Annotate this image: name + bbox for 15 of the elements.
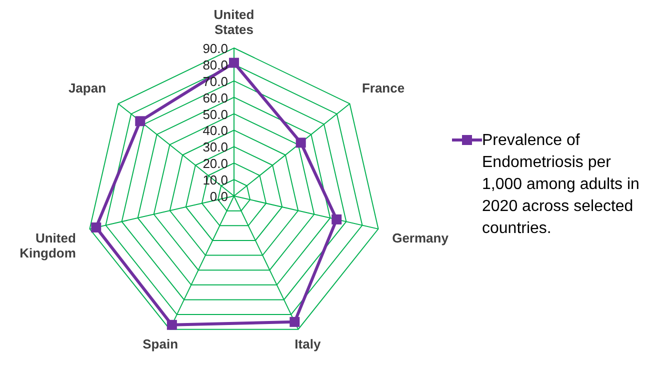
y-tick-label: 40.0 bbox=[202, 123, 228, 138]
y-tick-label: 30.0 bbox=[202, 140, 228, 155]
y-tick-label: 90.0 bbox=[202, 41, 228, 56]
spoke-label: Germany bbox=[392, 230, 450, 246]
y-tick-label: 80.0 bbox=[202, 57, 228, 72]
y-tick-label: 60.0 bbox=[202, 90, 228, 106]
spoke-label: United Kingdom bbox=[20, 230, 76, 261]
spoke-label: Italy bbox=[294, 336, 322, 352]
spoke-label: United States bbox=[214, 7, 254, 37]
y-tick-label: 50.0 bbox=[202, 106, 228, 122]
spoke-label: Spain bbox=[142, 336, 178, 352]
legend-label: Prevalence of Endometriosis per 1,000 among adults in 2020 across selected countries. bbox=[482, 131, 640, 239]
y-tick-label: 20.0 bbox=[202, 156, 228, 172]
spoke-label: Japan bbox=[68, 80, 106, 96]
spoke-label: France bbox=[362, 80, 405, 96]
